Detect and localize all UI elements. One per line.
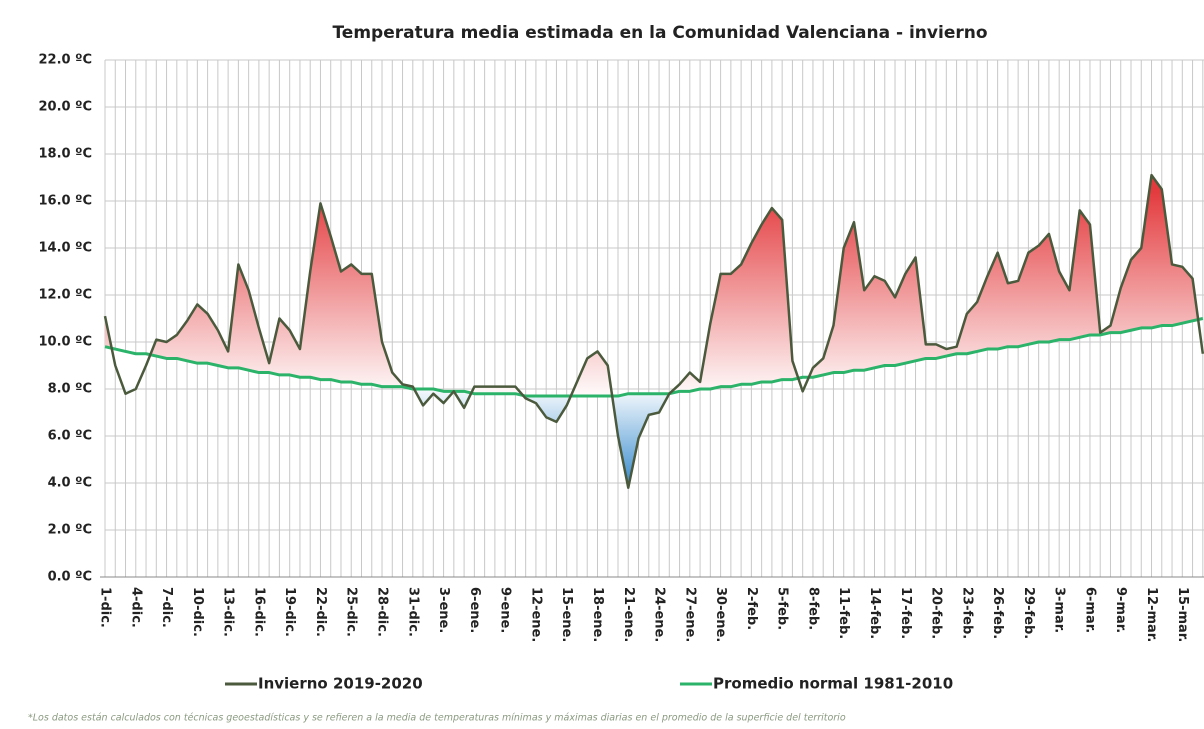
x-tick-label: 12-mar. — [1144, 587, 1159, 642]
x-tick-label: 7-dic. — [159, 587, 174, 628]
chart-title: Temperatura media estimada en la Comunid… — [332, 23, 987, 43]
x-tick-label: 1-dic. — [98, 587, 113, 628]
x-tick-label: 19-dic. — [282, 587, 297, 637]
y-tick-label: 18.0 ºC — [39, 147, 92, 162]
y-tick-label: 14.0 ºC — [39, 241, 92, 256]
y-tick-label: 4.0 ºC — [48, 476, 92, 491]
x-tick-label: 8-feb. — [805, 587, 820, 630]
x-tick-label: 6-mar. — [1082, 587, 1097, 633]
x-tick-label: 28-dic. — [375, 587, 390, 637]
x-tick-label: 10-dic. — [190, 587, 205, 637]
x-tick-label: 18-ene. — [590, 587, 605, 642]
y-tick-label: 8.0 ºC — [48, 382, 92, 397]
x-tick-label: 5-feb. — [775, 587, 790, 630]
x-tick-label: 12-ene. — [528, 587, 543, 642]
y-tick-label: 10.0 ºC — [39, 335, 92, 350]
series-line — [104, 317, 1204, 398]
legend-label: Promedio normal 1981-2010 — [713, 675, 953, 693]
y-tick-label: 2.0 ºC — [48, 523, 92, 538]
x-tick-label: 11-feb. — [836, 587, 851, 639]
x-tick-label: 13-dic. — [221, 587, 236, 637]
x-tick-label: 29-feb. — [1021, 587, 1036, 639]
x-tick-label: 24-ene. — [652, 587, 667, 642]
y-tick-label: 0.0 ºC — [48, 570, 92, 585]
y-tick-label: 20.0 ºC — [39, 100, 92, 115]
x-tick-label: 17-feb. — [898, 587, 913, 639]
y-tick-label: 12.0 ºC — [39, 288, 92, 303]
x-tick-label: 23-feb. — [959, 587, 974, 639]
y-tick-label: 16.0 ºC — [39, 194, 92, 209]
x-tick-label: 9-mar. — [1113, 587, 1128, 633]
legend-label: Invierno 2019-2020 — [258, 675, 423, 693]
x-tick-label: 9-ene. — [498, 587, 513, 633]
x-tick-label: 27-ene. — [682, 587, 697, 642]
x-tick-label: 15-mar. — [1175, 587, 1190, 642]
anomaly-above — [105, 175, 1203, 397]
x-tick-label: 3-mar. — [1052, 587, 1067, 633]
x-tick-label: 21-ene. — [621, 587, 636, 642]
footnote: *Los datos están calculados con técnicas… — [28, 713, 846, 724]
x-tick-label: 30-ene. — [713, 587, 728, 642]
x-tick-label: 14-feb. — [867, 587, 882, 639]
x-tick-label: 26-feb. — [990, 587, 1005, 639]
x-tick-label: 2-feb. — [744, 587, 759, 630]
x-tick-label: 20-feb. — [929, 587, 944, 639]
y-tick-label: 6.0 ºC — [48, 429, 92, 444]
x-tick-label: 6-ene. — [467, 587, 482, 633]
x-tick-label: 25-dic. — [344, 587, 359, 637]
x-tick-label: 4-dic. — [128, 587, 143, 628]
x-tick-label: 22-dic. — [313, 587, 328, 637]
x-tick-label: 15-ene. — [559, 587, 574, 642]
x-tick-label: 16-dic. — [251, 587, 266, 637]
anomaly-below — [105, 318, 1203, 488]
series-line — [103, 173, 1204, 489]
y-tick-label: 22.0 ºC — [39, 53, 92, 68]
x-tick-label: 3-ene. — [436, 587, 451, 633]
x-tick-label: 31-dic. — [405, 587, 420, 637]
